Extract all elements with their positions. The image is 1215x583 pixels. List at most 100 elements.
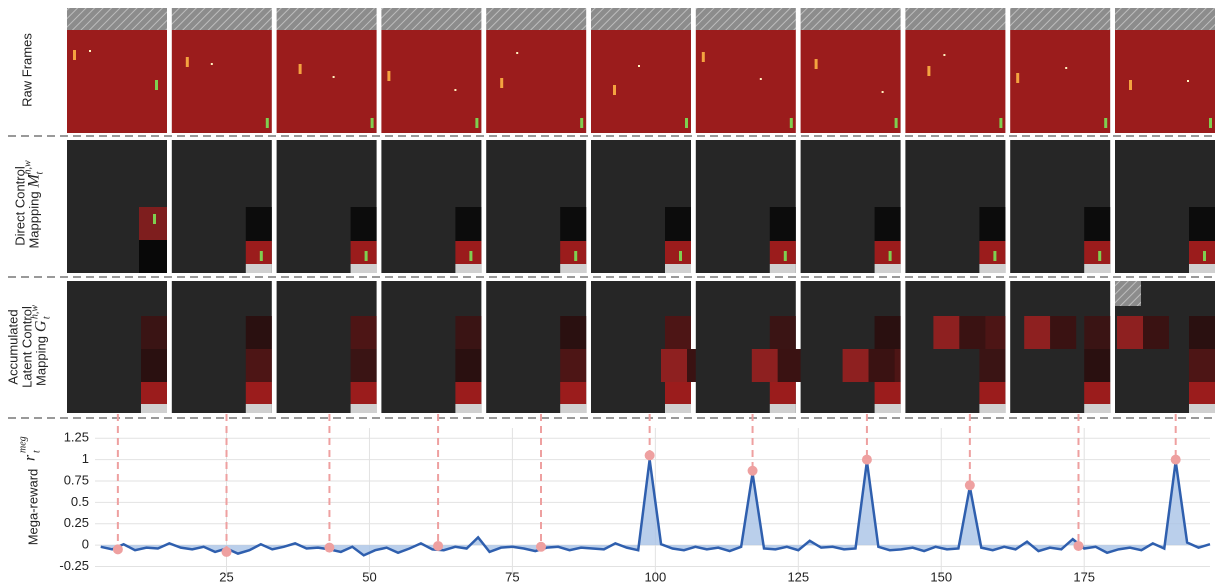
cell: [1084, 264, 1110, 273]
cell: [560, 264, 586, 273]
cell: [979, 241, 1005, 264]
agent: [1098, 251, 1101, 261]
ball: [454, 89, 456, 91]
cell: [351, 316, 377, 349]
agent: [153, 214, 156, 224]
cell: [770, 264, 796, 273]
cell: [246, 241, 272, 264]
x-tick-label: 150: [930, 569, 952, 583]
raw-frame: [1010, 30, 1110, 133]
hatch-strip: [277, 8, 377, 30]
sample-point: [645, 450, 655, 460]
y-tick-label: 0: [82, 537, 89, 552]
ball: [1065, 67, 1067, 69]
cell: [875, 316, 901, 349]
agent: [371, 118, 374, 128]
cell: [560, 316, 586, 349]
y-tick-label: 1.25: [64, 430, 89, 445]
agent: [999, 118, 1002, 128]
ball: [760, 78, 762, 80]
paddle: [613, 85, 616, 95]
agent: [260, 251, 263, 261]
cell: [933, 316, 959, 349]
agent: [790, 118, 793, 128]
cell: [1189, 316, 1215, 349]
cell: [770, 241, 796, 264]
sample-point: [1073, 541, 1083, 551]
raw-frame: [277, 30, 377, 133]
cell: [246, 264, 272, 273]
cell: [979, 404, 1005, 413]
cell: [1189, 207, 1215, 241]
cell: [843, 349, 869, 382]
cell: [1084, 316, 1110, 349]
cell: [875, 264, 901, 273]
cell: [560, 207, 586, 241]
hatch-strip: [591, 8, 691, 30]
cell: [1189, 264, 1215, 273]
cell: [1024, 316, 1050, 349]
cell: [661, 349, 687, 382]
x-tick-label: 175: [1073, 569, 1095, 583]
hatch-strip: [1115, 281, 1141, 306]
y-tick-label: 1: [82, 451, 89, 466]
cell: [455, 241, 481, 264]
paddle: [186, 57, 189, 67]
cell: [1084, 241, 1110, 264]
agent: [1209, 118, 1212, 128]
ball: [1187, 80, 1189, 82]
sample-point: [862, 455, 872, 465]
hatch-strip: [486, 8, 586, 30]
cell: [246, 349, 272, 382]
cell: [778, 349, 804, 382]
row-label-line: Accumulated: [5, 309, 20, 384]
math-sub: t: [41, 316, 52, 319]
cell: [1189, 382, 1215, 404]
cell: [770, 382, 796, 404]
cell: [246, 316, 272, 349]
cell: [141, 404, 167, 413]
cell: [141, 349, 167, 382]
math-sub: t: [34, 171, 45, 174]
hatch-strip: [381, 8, 481, 30]
y-axis-title: Mega-reward: [25, 469, 40, 546]
ball: [333, 76, 335, 78]
raw-frame: [905, 30, 1005, 133]
agent: [993, 251, 996, 261]
agent: [469, 251, 472, 261]
row-label-line: Mappping: [26, 191, 41, 248]
sample-point: [748, 466, 758, 476]
cell: [141, 316, 167, 349]
agent: [266, 118, 269, 128]
x-tick-label: 75: [505, 569, 519, 583]
cell: [351, 404, 377, 413]
cell: [665, 207, 691, 241]
agent: [155, 80, 158, 90]
cell: [1143, 316, 1169, 349]
cell: [351, 207, 377, 241]
paddle: [1129, 80, 1132, 90]
math-symbol: r: [22, 454, 39, 461]
cell: [770, 207, 796, 241]
row-label-line: Mapping: [33, 336, 48, 386]
cell: [246, 207, 272, 241]
hatch-strip: [696, 8, 796, 30]
agent: [574, 251, 577, 261]
math-sub: t: [31, 450, 42, 453]
cell: [979, 207, 1005, 241]
cell: [665, 264, 691, 273]
cell: [455, 382, 481, 404]
cell: [351, 264, 377, 273]
ball: [943, 54, 945, 56]
sample-point: [433, 541, 443, 551]
cell: [875, 404, 901, 413]
raw-frame: [801, 30, 901, 133]
cell: [665, 316, 691, 349]
cell: [351, 349, 377, 382]
cell: [1189, 349, 1215, 382]
agent: [685, 118, 688, 128]
cell: [770, 316, 796, 349]
math-sup: h,w: [22, 160, 33, 175]
cell: [560, 241, 586, 264]
cell: [455, 349, 481, 382]
